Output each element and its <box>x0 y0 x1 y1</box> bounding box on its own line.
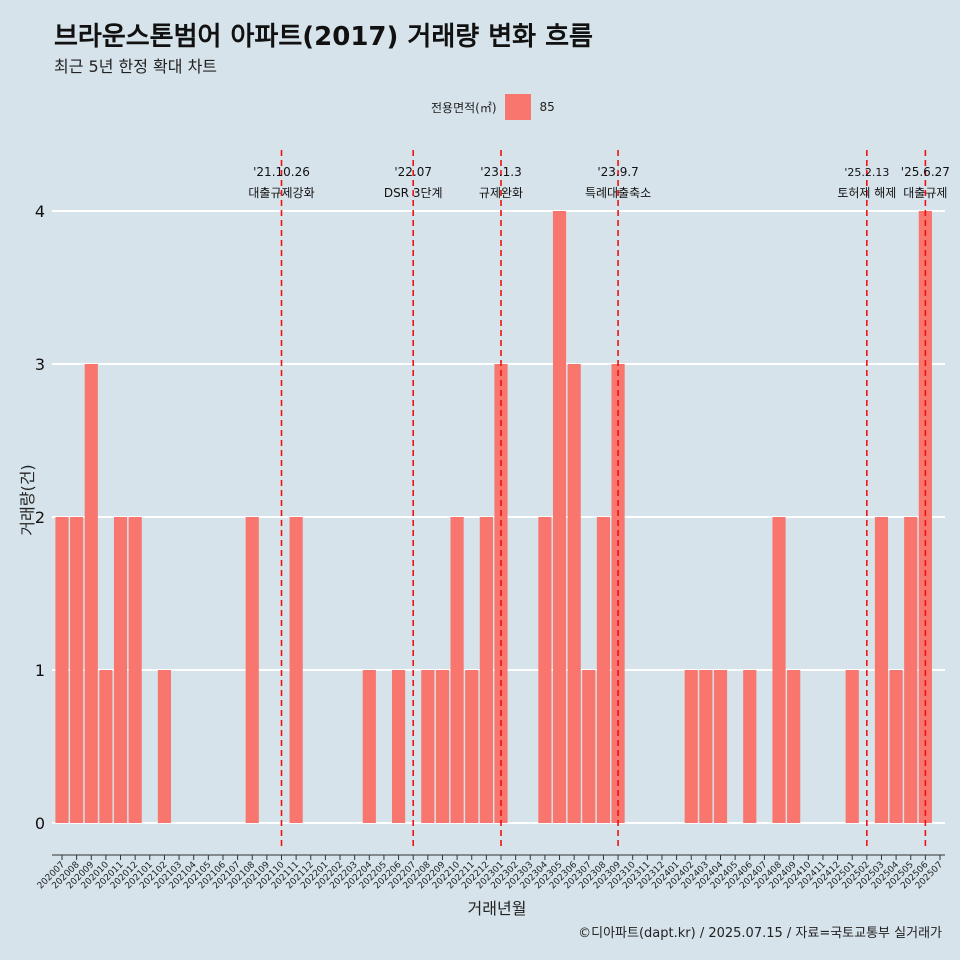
bar <box>567 364 581 823</box>
bar <box>889 670 903 823</box>
event-date-label: '21.10.26 <box>253 165 310 179</box>
event-label: 대출규제 <box>903 186 947 200</box>
bar <box>699 670 713 823</box>
y-tick-label: 2 <box>35 508 45 527</box>
y-tick-label: 4 <box>35 202 45 221</box>
legend-label: 85 <box>539 100 555 114</box>
bar <box>772 517 786 823</box>
bar <box>421 670 435 823</box>
legend-title: 전용면적(㎡) <box>431 100 497 115</box>
event-layer: '21.10.26 대출규제강화 '22.07 DSR 3단계 '23.1.3 규제완화 '… <box>248 150 950 850</box>
bar <box>362 670 376 823</box>
event-date-label: '22.07 <box>394 165 432 179</box>
bar <box>55 517 69 823</box>
bar <box>918 211 932 823</box>
bar <box>787 670 801 823</box>
bar <box>113 517 128 823</box>
bar <box>435 670 450 823</box>
event-label: 토허제 해제 <box>837 186 896 200</box>
bar <box>845 670 859 823</box>
bar <box>479 517 493 823</box>
bar <box>289 517 303 823</box>
bar <box>84 364 98 823</box>
legend-swatch <box>504 94 531 120</box>
event-date-label: '23.9.7 <box>597 165 638 179</box>
bar <box>904 517 918 823</box>
bar <box>157 670 172 823</box>
bar <box>450 517 464 823</box>
event-label: 규제완화 <box>479 186 523 200</box>
bar <box>538 517 552 823</box>
event-label: 특례대출축소 <box>585 186 651 200</box>
event-label: DSR 3단계 <box>384 186 443 200</box>
bar <box>70 517 84 823</box>
bar <box>743 670 757 823</box>
bar <box>596 517 611 823</box>
chart-title: 브라운스톤범어 아파트(2017) 거래량 변화 흐름 <box>54 22 593 52</box>
source-caption: ©디아파트(dapt.kr) / 2025.07.15 / 자료=국토교통부 실… <box>578 926 942 941</box>
bar <box>684 670 698 823</box>
y-tick-label: 1 <box>35 661 45 680</box>
y-tick-label: 0 <box>35 814 45 833</box>
event-date-label: '25.6.27 <box>901 165 950 179</box>
bar <box>874 517 889 823</box>
y-axis-title: 거래량(건) <box>18 464 37 535</box>
event-date-label: '23.1.3 <box>480 165 521 179</box>
event-date-label: '25.2.13 <box>844 166 889 179</box>
bar <box>99 670 113 823</box>
legend: 전용면적(㎡) 85 <box>431 94 555 120</box>
y-tick-label: 3 <box>35 355 45 374</box>
bar <box>582 670 596 823</box>
x-axis-title: 거래년월 <box>468 899 527 918</box>
bar <box>128 517 142 823</box>
bar <box>465 670 479 823</box>
bar <box>245 517 259 823</box>
bar-layer <box>55 211 932 823</box>
bar <box>713 670 728 823</box>
event-label: 대출규제강화 <box>248 186 314 200</box>
chart-subtitle: 최근 5년 한정 확대 차트 <box>54 57 218 76</box>
bar <box>391 670 406 823</box>
bar <box>552 211 567 823</box>
